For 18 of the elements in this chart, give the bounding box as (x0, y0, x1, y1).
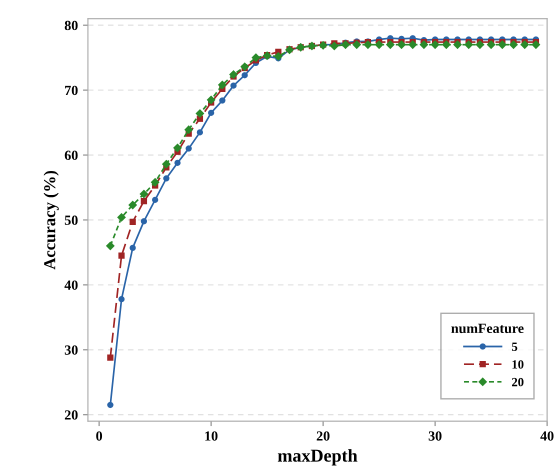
y-tick-label: 80 (64, 20, 78, 30)
legend-title: numFeature (451, 324, 524, 334)
y-tick-label: 20 (64, 410, 78, 420)
y-tick-label: 50 (64, 216, 78, 225)
y-tick-label: 30 (64, 345, 78, 355)
x-tick-label: 20 (316, 431, 330, 441)
y-axis-title: Accuracy (%) (44, 170, 59, 270)
x-tick-label: 30 (428, 431, 442, 441)
y-tick-label: 70 (65, 86, 78, 96)
y-tick-label: 60 (64, 150, 78, 160)
legend-label: 10 (512, 360, 524, 369)
x-tick-label: 10 (205, 431, 218, 441)
legend-label: 5 (512, 342, 518, 351)
x-axis-title: maxDepth (278, 449, 358, 466)
x-tick-label: 40 (540, 431, 554, 441)
legend-label: 20 (512, 378, 524, 386)
x-tick-label: 0 (96, 431, 102, 441)
y-tick-label: 40 (64, 280, 78, 290)
